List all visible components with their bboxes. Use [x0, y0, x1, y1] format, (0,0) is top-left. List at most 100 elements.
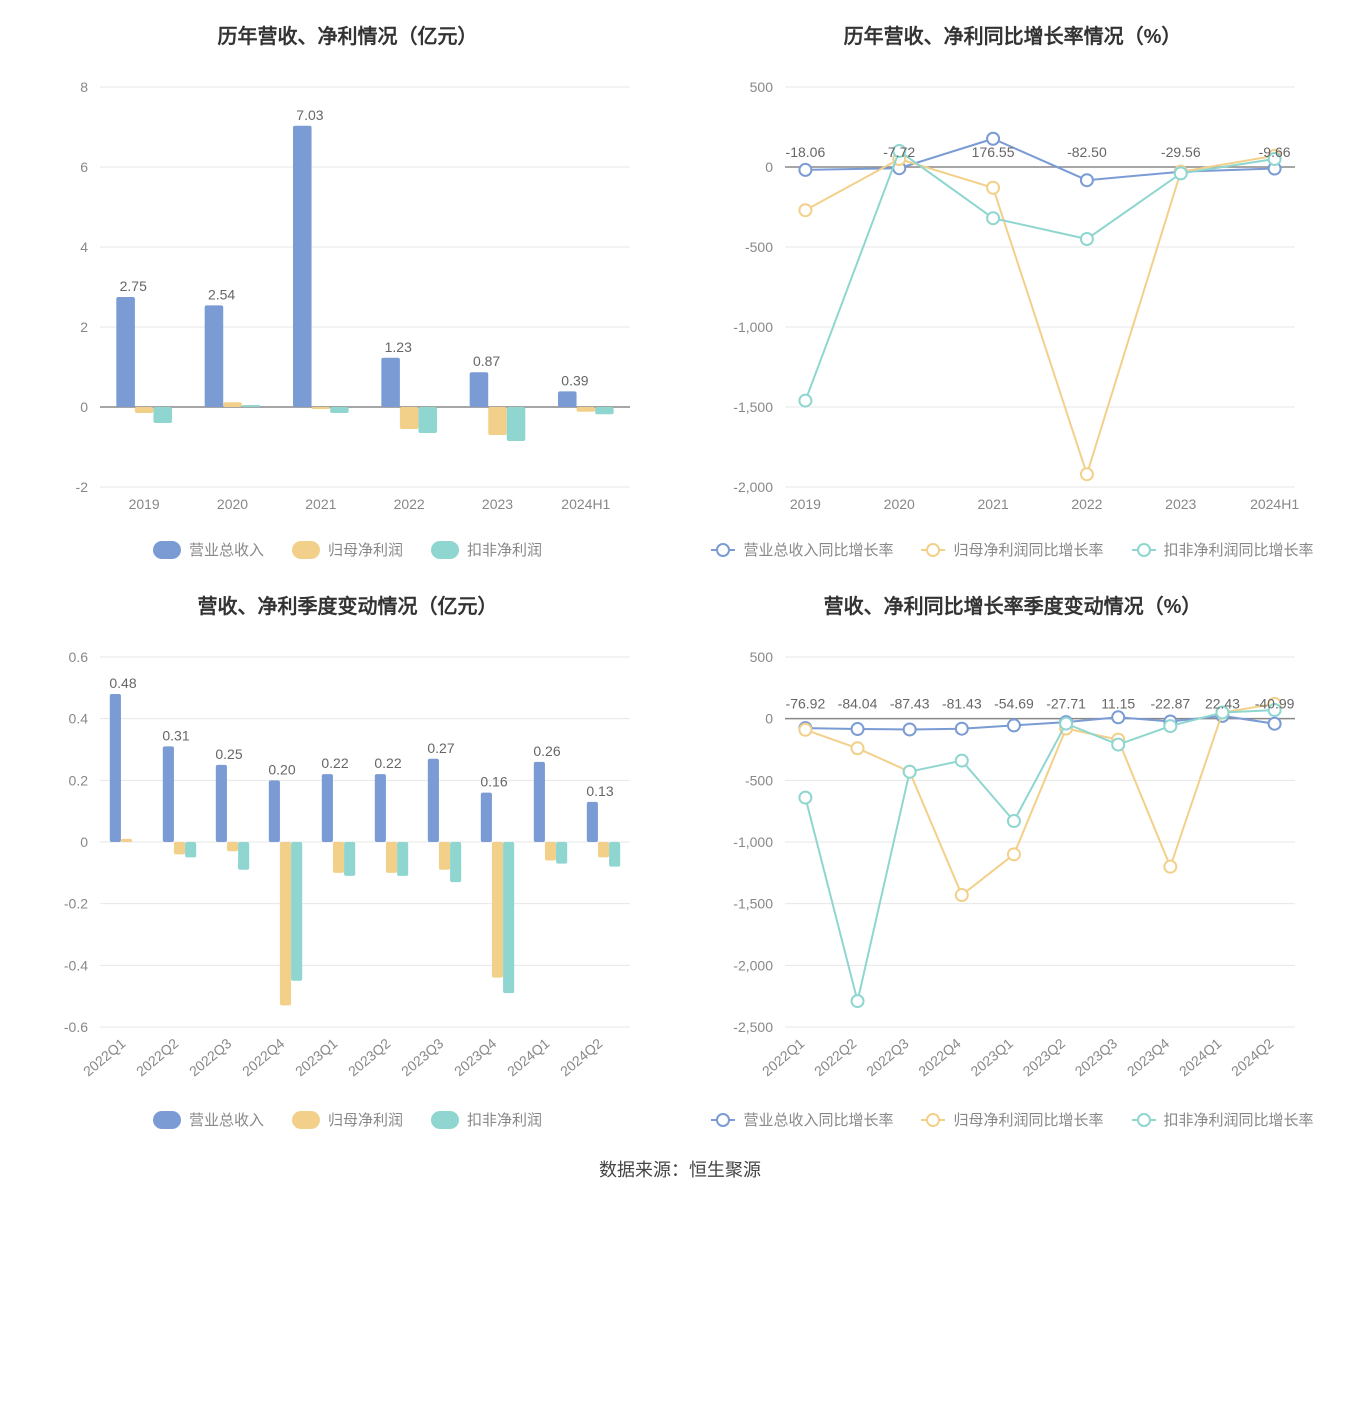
- svg-text:-0.2: -0.2: [64, 896, 88, 912]
- chart4-title: 营收、净利同比增长率季度变动情况（%）: [695, 590, 1330, 619]
- svg-text:2024Q2: 2024Q2: [557, 1035, 606, 1079]
- chart2-legend: 营业总收入同比增长率归母净利润同比增长率扣非净利润同比增长率: [695, 539, 1330, 560]
- legend-swatch: [431, 1111, 459, 1129]
- svg-text:-54.69: -54.69: [994, 696, 1034, 712]
- legend-item: 归母净利润: [292, 539, 403, 560]
- svg-text:0.4: 0.4: [69, 711, 89, 727]
- svg-text:2021: 2021: [305, 496, 336, 512]
- legend-label: 归母净利润同比增长率: [953, 539, 1103, 560]
- svg-text:2024Q2: 2024Q2: [1228, 1035, 1277, 1079]
- svg-text:-40.99: -40.99: [1255, 696, 1295, 712]
- legend-swatch: [921, 1119, 945, 1121]
- svg-text:2024Q1: 2024Q1: [1176, 1035, 1225, 1079]
- svg-text:0: 0: [765, 711, 773, 727]
- panel-annual-bar: 历年营收、净利情况（亿元） -2024682.7520192.5420207.0…: [30, 20, 665, 560]
- svg-text:2023: 2023: [482, 496, 513, 512]
- svg-text:-22.87: -22.87: [1150, 696, 1190, 712]
- svg-text:176.55: 176.55: [972, 144, 1015, 160]
- svg-text:0.22: 0.22: [374, 755, 401, 771]
- legend-item: 扣非净利润: [431, 539, 542, 560]
- svg-text:2022: 2022: [394, 496, 425, 512]
- svg-text:2020: 2020: [217, 496, 248, 512]
- svg-text:0: 0: [80, 399, 88, 415]
- legend-label: 营业总收入同比增长率: [743, 1109, 893, 1130]
- chart-grid: 历年营收、净利情况（亿元） -2024682.7520192.5420207.0…: [30, 20, 1330, 1130]
- svg-text:-2,000: -2,000: [733, 957, 773, 973]
- svg-text:2022Q4: 2022Q4: [239, 1035, 288, 1079]
- svg-text:7.03: 7.03: [296, 107, 323, 123]
- svg-text:2022: 2022: [1071, 496, 1102, 512]
- legend-swatch: [431, 541, 459, 559]
- svg-text:2023Q2: 2023Q2: [345, 1035, 394, 1079]
- svg-text:0.39: 0.39: [561, 372, 588, 388]
- legend-label: 归母净利润: [328, 1109, 403, 1130]
- legend-label: 扣非净利润: [467, 539, 542, 560]
- svg-text:2024H1: 2024H1: [1250, 496, 1299, 512]
- svg-text:4: 4: [80, 239, 88, 255]
- svg-text:-0.6: -0.6: [64, 1019, 88, 1035]
- svg-text:-1,500: -1,500: [733, 399, 773, 415]
- legend-label: 扣非净利润同比增长率: [1164, 539, 1314, 560]
- svg-text:-27.71: -27.71: [1046, 696, 1086, 712]
- svg-text:0.31: 0.31: [162, 727, 189, 743]
- svg-text:6: 6: [80, 159, 88, 175]
- svg-text:500: 500: [750, 649, 774, 665]
- legend-swatch: [711, 549, 735, 551]
- legend-label: 扣非净利润: [467, 1109, 542, 1130]
- svg-text:-76.92: -76.92: [786, 696, 826, 712]
- svg-text:2023Q3: 2023Q3: [1072, 1035, 1121, 1079]
- chart4-svg: -2,500-2,000-1,500-1,000-5000500-76.92-8…: [695, 637, 1315, 1097]
- svg-text:2022Q1: 2022Q1: [80, 1035, 129, 1079]
- chart1-legend: 营业总收入 归母净利润 扣非净利润: [30, 539, 665, 560]
- svg-text:2022Q3: 2022Q3: [863, 1035, 912, 1079]
- svg-text:2022Q2: 2022Q2: [811, 1035, 860, 1079]
- svg-text:-18.06: -18.06: [786, 144, 826, 160]
- chart1-title: 历年营收、净利情况（亿元）: [30, 20, 665, 49]
- legend-label: 扣非净利润同比增长率: [1164, 1109, 1314, 1130]
- legend-swatch: [292, 541, 320, 559]
- svg-text:11.15: 11.15: [1101, 696, 1135, 712]
- svg-text:-500: -500: [745, 772, 773, 788]
- legend-item: 营业总收入: [153, 539, 264, 560]
- svg-text:2023Q3: 2023Q3: [398, 1035, 447, 1079]
- legend-item: 扣非净利润同比增长率: [1132, 1109, 1314, 1130]
- legend-label: 营业总收入: [189, 1109, 264, 1130]
- svg-text:2023Q4: 2023Q4: [1124, 1035, 1173, 1079]
- svg-text:0: 0: [80, 834, 88, 850]
- svg-text:0.13: 0.13: [586, 783, 613, 799]
- panel-quarterly-line: 营收、净利同比增长率季度变动情况（%） -2,500-2,000-1,500-1…: [695, 590, 1330, 1130]
- svg-text:-2,500: -2,500: [733, 1019, 773, 1035]
- svg-text:-9.66: -9.66: [1259, 144, 1291, 160]
- data-source: 数据来源：恒生聚源: [30, 1156, 1330, 1182]
- chart3-title: 营收、净利季度变动情况（亿元）: [30, 590, 665, 619]
- svg-text:2023Q2: 2023Q2: [1020, 1035, 1069, 1079]
- legend-item: 营业总收入同比增长率: [711, 1109, 893, 1130]
- svg-text:2.54: 2.54: [208, 286, 235, 302]
- svg-text:8: 8: [80, 79, 88, 95]
- svg-text:-84.04: -84.04: [838, 696, 878, 712]
- legend-swatch: [292, 1111, 320, 1129]
- svg-text:2022Q4: 2022Q4: [915, 1035, 964, 1079]
- svg-text:-500: -500: [745, 239, 773, 255]
- legend-item: 扣非净利润同比增长率: [1132, 539, 1314, 560]
- svg-text:2: 2: [80, 319, 88, 335]
- legend-swatch: [153, 541, 181, 559]
- svg-text:2021: 2021: [978, 496, 1009, 512]
- svg-text:-2: -2: [76, 479, 89, 495]
- svg-text:-29.56: -29.56: [1161, 144, 1201, 160]
- legend-swatch: [1132, 1119, 1156, 1121]
- svg-text:0: 0: [765, 159, 773, 175]
- panel-quarterly-bar: 营收、净利季度变动情况（亿元） -0.6-0.4-0.200.20.40.60.…: [30, 590, 665, 1130]
- svg-text:0.25: 0.25: [215, 746, 242, 762]
- chart2-title: 历年营收、净利同比增长率情况（%）: [695, 20, 1330, 49]
- legend-item: 归母净利润同比增长率: [921, 1109, 1103, 1130]
- legend-item: 归母净利润同比增长率: [921, 539, 1103, 560]
- svg-text:-82.50: -82.50: [1067, 144, 1107, 160]
- panel-annual-line: 历年营收、净利同比增长率情况（%） -2,000-1,500-1,000-500…: [695, 20, 1330, 560]
- svg-text:-1,000: -1,000: [733, 834, 773, 850]
- legend-swatch: [921, 549, 945, 551]
- svg-text:2022Q3: 2022Q3: [186, 1035, 235, 1079]
- svg-text:0.87: 0.87: [473, 353, 500, 369]
- svg-text:0.22: 0.22: [321, 755, 348, 771]
- svg-text:-7.72: -7.72: [883, 144, 915, 160]
